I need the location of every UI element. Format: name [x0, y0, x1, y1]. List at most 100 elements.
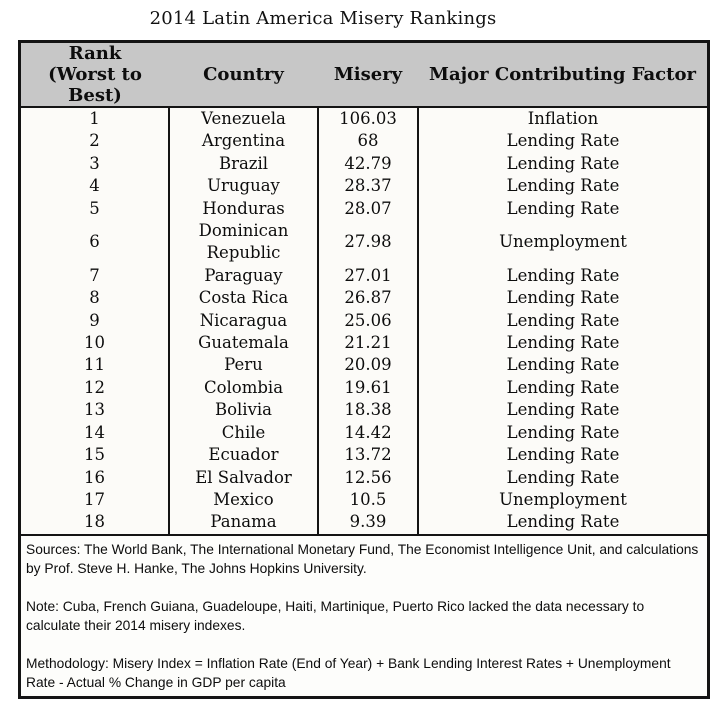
misery-column-header: Misery	[318, 43, 418, 108]
factor-cell: Unemployment	[499, 232, 627, 252]
table-body: 1 Venezuela 106.03 Inflation 2 Argentina 68 Len…	[21, 107, 707, 534]
table-row: 14 Chile 14.42 Lending Rate	[21, 421, 707, 445]
misery-cell: 26.87	[318, 287, 419, 310]
table-row: 1 Venezuela 106.03 Inflation	[21, 107, 707, 131]
table-row: 10 Guatemala 21.21 Lending Rate	[21, 332, 707, 355]
country-cell: Honduras	[169, 197, 319, 221]
country-cell: Brazil	[169, 152, 319, 176]
misery-cell: 27.98	[318, 220, 419, 265]
misery-cell: 18.38	[318, 399, 419, 422]
factor-cell: Unemployment	[499, 489, 627, 509]
rank-cell: 16	[21, 466, 170, 489]
page-title: 2014 Latin America Misery Rankings	[149, 8, 497, 29]
country-cell: Chile	[169, 421, 319, 445]
table-row: 17 Mexico 10.5 Unemployment	[21, 488, 707, 512]
factor-cell: Lending Rate	[506, 445, 620, 465]
misery-rankings-table: Rank (Worst to Best) Country Misery Majo…	[21, 43, 707, 534]
factor-cell: Lending Rate	[506, 288, 620, 308]
country-cell: Guatemala	[169, 332, 319, 355]
table-footnotes: Sources: The World Bank, The Internation…	[21, 533, 707, 694]
misery-cell: 27.01	[318, 264, 419, 288]
rank-cell: 12	[21, 376, 170, 400]
table-row: 2 Argentina 68 Lending Rate	[21, 130, 707, 153]
table-row: 12 Colombia 19.61 Lending Rate	[21, 376, 707, 400]
country-cell: Bolivia	[169, 399, 319, 422]
table-row: 15 Ecuador 13.72 Lending Rate	[21, 444, 707, 467]
country-column-header: Country	[169, 43, 318, 108]
sources-note: Sources: The World Bank, The Internation…	[26, 541, 699, 576]
country-cell: Costa Rica	[169, 287, 319, 310]
factor-cell: Lending Rate	[506, 377, 620, 397]
rank-cell: 15	[21, 444, 170, 467]
table-row: 8 Costa Rica 26.87 Lending Rate	[21, 287, 707, 310]
country-cell: Argentina	[169, 130, 319, 153]
country-cell: Paraguay	[169, 264, 319, 288]
misery-cell: 28.07	[318, 197, 419, 221]
rank-cell: 18	[21, 511, 170, 534]
rank-cell: 14	[21, 421, 170, 445]
country-cell: Mexico	[169, 488, 319, 512]
header-row: Rank (Worst to Best) Country Misery Majo…	[21, 43, 707, 108]
factor-cell: Lending Rate	[506, 265, 620, 285]
misery-cell: 19.61	[318, 376, 419, 400]
factor-cell: Inflation	[527, 109, 599, 128]
country-cell: Nicaragua	[169, 309, 319, 333]
country-cell: Peru	[169, 354, 319, 377]
country-cell: El Salvador	[169, 466, 319, 489]
table-row: 3 Brazil 42.79 Lending Rate	[21, 152, 707, 176]
table-row: 4 Uruguay 28.37 Lending Rate	[21, 175, 707, 198]
factor-cell: Lending Rate	[506, 198, 620, 218]
factor-cell: Lending Rate	[506, 355, 620, 375]
rank-cell: 3	[21, 152, 170, 176]
misery-cell: 106.03	[318, 107, 419, 131]
misery-cell: 28.37	[318, 175, 419, 198]
rank-cell: 10	[21, 332, 170, 355]
misery-cell: 25.06	[318, 309, 419, 333]
table-row: 6 Dominican Republic 27.98 Unemployment	[21, 220, 707, 265]
table-header: Rank (Worst to Best) Country Misery Majo…	[21, 43, 707, 108]
rank-column-header: Rank (Worst to Best)	[21, 43, 169, 108]
misery-cell: 13.72	[318, 444, 419, 467]
factor-cell: Lending Rate	[506, 153, 620, 173]
factor-column-header: Major Contributing Factor	[418, 43, 707, 108]
factor-cell: Lending Rate	[506, 333, 620, 353]
rank-cell: 11	[21, 354, 170, 377]
table-row: 16 El Salvador 12.56 Lending Rate	[21, 466, 707, 489]
misery-cell: 21.21	[318, 332, 419, 355]
misery-cell: 20.09	[318, 354, 419, 377]
factor-cell: Lending Rate	[506, 131, 620, 151]
rank-cell: 9	[21, 309, 170, 333]
rank-cell: 7	[21, 264, 170, 288]
factor-cell: Lending Rate	[506, 512, 620, 532]
country-cell: Ecuador	[169, 444, 319, 467]
country-cell: Dominican Republic	[169, 220, 319, 265]
factor-cell: Lending Rate	[506, 400, 620, 420]
table-row: 18 Panama 9.39 Lending Rate	[21, 511, 707, 534]
factor-cell: Lending Rate	[506, 467, 620, 487]
rank-cell: 2	[21, 130, 170, 153]
country-cell: Uruguay	[169, 175, 319, 198]
country-cell: Venezuela	[169, 107, 319, 131]
misery-rankings-table-frame: Rank (Worst to Best) Country Misery Majo…	[18, 40, 710, 699]
factor-cell: Lending Rate	[506, 176, 620, 196]
rank-cell: 1	[21, 107, 170, 131]
factor-cell: Lending Rate	[506, 310, 620, 330]
misery-cell: 68	[318, 130, 419, 153]
table-row: 7 Paraguay 27.01 Lending Rate	[21, 264, 707, 288]
rank-cell: 6	[21, 220, 170, 265]
country-cell: Colombia	[169, 376, 319, 400]
rank-cell: 4	[21, 175, 170, 198]
methodology-note: Methodology: Misery Index = Inflation Ra…	[26, 655, 671, 690]
table-row: 11 Peru 20.09 Lending Rate	[21, 354, 707, 377]
misery-cell: 10.5	[318, 488, 419, 512]
table-row: 5 Honduras 28.07 Lending Rate	[21, 197, 707, 221]
factor-cell: Lending Rate	[506, 422, 620, 442]
table-row: 9 Nicaragua 25.06 Lending Rate	[21, 309, 707, 333]
rank-cell: 13	[21, 399, 170, 422]
country-cell: Panama	[169, 511, 319, 534]
table-row: 13 Bolivia 18.38 Lending Rate	[21, 399, 707, 422]
rank-cell: 8	[21, 287, 170, 310]
missing-data-note: Note: Cuba, French Guiana, Guadeloupe, H…	[26, 598, 645, 633]
misery-cell: 42.79	[318, 152, 419, 176]
